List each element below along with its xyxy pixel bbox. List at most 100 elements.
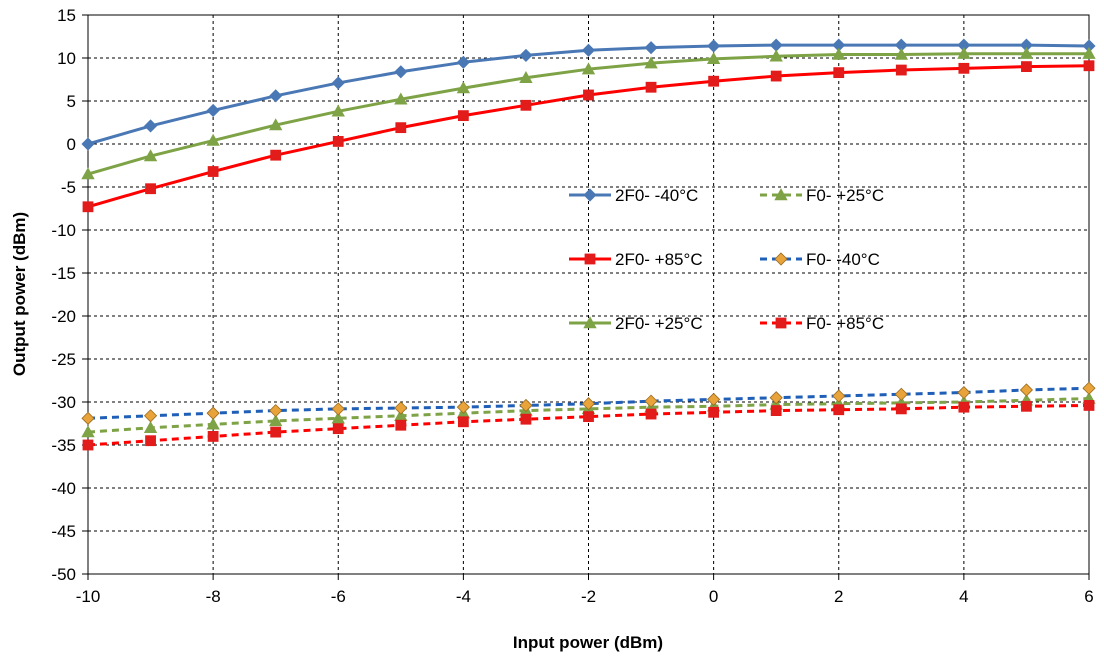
legend-label: F0- -40°C (806, 250, 880, 269)
y-tick-label: -10 (51, 221, 76, 240)
data-point (395, 419, 407, 431)
data-point (143, 149, 158, 162)
data-point (894, 47, 908, 60)
data-point (645, 81, 657, 93)
data-point (519, 398, 533, 413)
plot-frame (87, 14, 1090, 575)
series-2 (81, 46, 1096, 180)
legend-swatch-marker (584, 253, 596, 265)
data-point (206, 103, 220, 118)
data-point (332, 423, 344, 435)
data-point (1021, 61, 1032, 72)
data-point (1019, 383, 1034, 397)
y-tick-label: -50 (51, 565, 76, 584)
legend-swatch-marker (775, 317, 787, 329)
data-point (895, 403, 907, 415)
data-point (1021, 400, 1032, 412)
x-tick-label: -4 (456, 587, 471, 606)
data-point (832, 389, 846, 403)
data-point (583, 89, 594, 101)
legend-item: F0- +25°C (760, 186, 884, 205)
data-point (832, 47, 846, 60)
data-point (707, 392, 721, 406)
data-point (456, 55, 470, 69)
data-point (895, 64, 907, 76)
data-point (143, 420, 158, 434)
data-point (520, 413, 532, 425)
data-point (581, 43, 596, 57)
data-point (207, 430, 219, 442)
data-point (1082, 46, 1096, 59)
data-point (769, 49, 783, 62)
data-point (833, 404, 845, 416)
series-group (81, 38, 1096, 451)
series-5 (82, 400, 1095, 451)
data-point (644, 394, 658, 408)
data-point (206, 406, 220, 420)
x-tick-label: 2 (834, 587, 843, 606)
data-point (957, 46, 971, 59)
data-point (708, 406, 720, 418)
legend-item: 2F0- +85°C (569, 250, 703, 269)
data-point (583, 411, 594, 423)
legend-item: 2F0- +25°C (569, 314, 703, 333)
legend-item: F0- -40°C (760, 250, 880, 269)
data-point (456, 81, 471, 94)
data-point (270, 426, 282, 438)
data-point (81, 425, 95, 438)
y-tick-label: 0 (67, 135, 76, 154)
data-point (708, 75, 720, 87)
data-point (770, 70, 782, 82)
data-point (269, 89, 283, 103)
y-axis-tick-labels: 15 10 5 0 -5 -10 -15 -20 -25 -30 -35 -40 -45 -50 (51, 6, 76, 584)
x-tick-label: 4 (959, 587, 968, 606)
y-tick-label: -30 (51, 393, 76, 412)
series-line (87, 386, 1090, 420)
data-point (269, 414, 283, 427)
x-axis-tick-labels: -10 -8 -6 -4 -2 0 2 4 6 (76, 587, 1094, 606)
data-point (331, 411, 345, 424)
y-tick-label: -35 (51, 436, 76, 455)
series-4 (81, 381, 1096, 425)
y-tick-label: -20 (51, 307, 76, 326)
series-line (87, 397, 1090, 434)
data-point (833, 67, 845, 79)
data-point (581, 62, 596, 75)
data-point (1083, 60, 1095, 72)
legend: 2F0- -40°C 2F0- +85°C 2F0- +25°C F0- +25°C F… (569, 186, 884, 333)
data-point (81, 411, 95, 425)
legend-label: 2F0- +85°C (615, 250, 703, 269)
data-point (394, 92, 408, 105)
data-point (145, 183, 156, 195)
data-point (207, 166, 219, 177)
y-tick-label: -25 (51, 350, 76, 369)
data-point (769, 391, 783, 405)
data-point (1083, 400, 1095, 411)
legend-swatch-marker (583, 316, 597, 329)
data-point (206, 133, 220, 146)
data-point (331, 104, 345, 117)
y-tick-label: -40 (51, 479, 76, 498)
data-point (519, 48, 533, 62)
data-point (706, 52, 721, 65)
data-point (770, 405, 782, 417)
data-point (1082, 381, 1096, 395)
data-point (456, 400, 470, 414)
data-point (270, 149, 282, 161)
y-tick-label: -5 (61, 178, 76, 197)
data-point (82, 201, 94, 213)
data-point (145, 435, 156, 447)
series-0 (81, 38, 1096, 151)
data-point (894, 387, 908, 401)
data-point (143, 409, 158, 423)
data-point (457, 416, 469, 428)
data-point (520, 99, 532, 111)
data-point (645, 408, 657, 420)
series-1 (82, 60, 1095, 213)
data-point (707, 39, 721, 53)
y-tick-label: 5 (67, 92, 76, 111)
y-axis-title: Output power (dBm) (10, 212, 29, 376)
data-point (394, 65, 408, 79)
data-point (269, 118, 283, 131)
